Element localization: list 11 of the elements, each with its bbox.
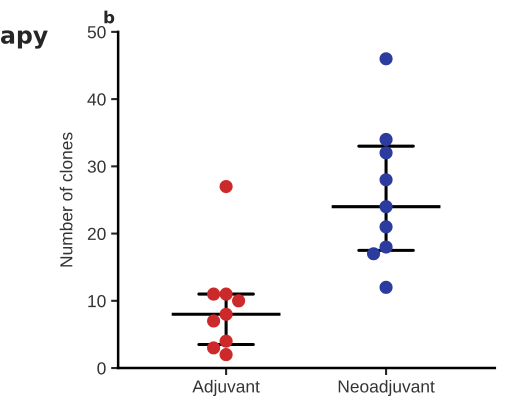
- x-tick-label: Adjuvant: [192, 380, 260, 396]
- y-tick-label: 40: [87, 93, 106, 106]
- y-tick-label: 20: [88, 228, 106, 240]
- y-tick-label: 50: [88, 26, 106, 38]
- y-axis-title: Number of clones: [60, 132, 72, 267]
- y-tick-label: 10: [88, 294, 106, 308]
- x-tick-label: Neoadjuvant: [338, 380, 435, 396]
- y-tick-label: 0: [97, 362, 106, 375]
- y-tick-label: 30: [88, 160, 106, 173]
- text: apy: [1, 30, 48, 49]
- text: b: [104, 10, 114, 24]
